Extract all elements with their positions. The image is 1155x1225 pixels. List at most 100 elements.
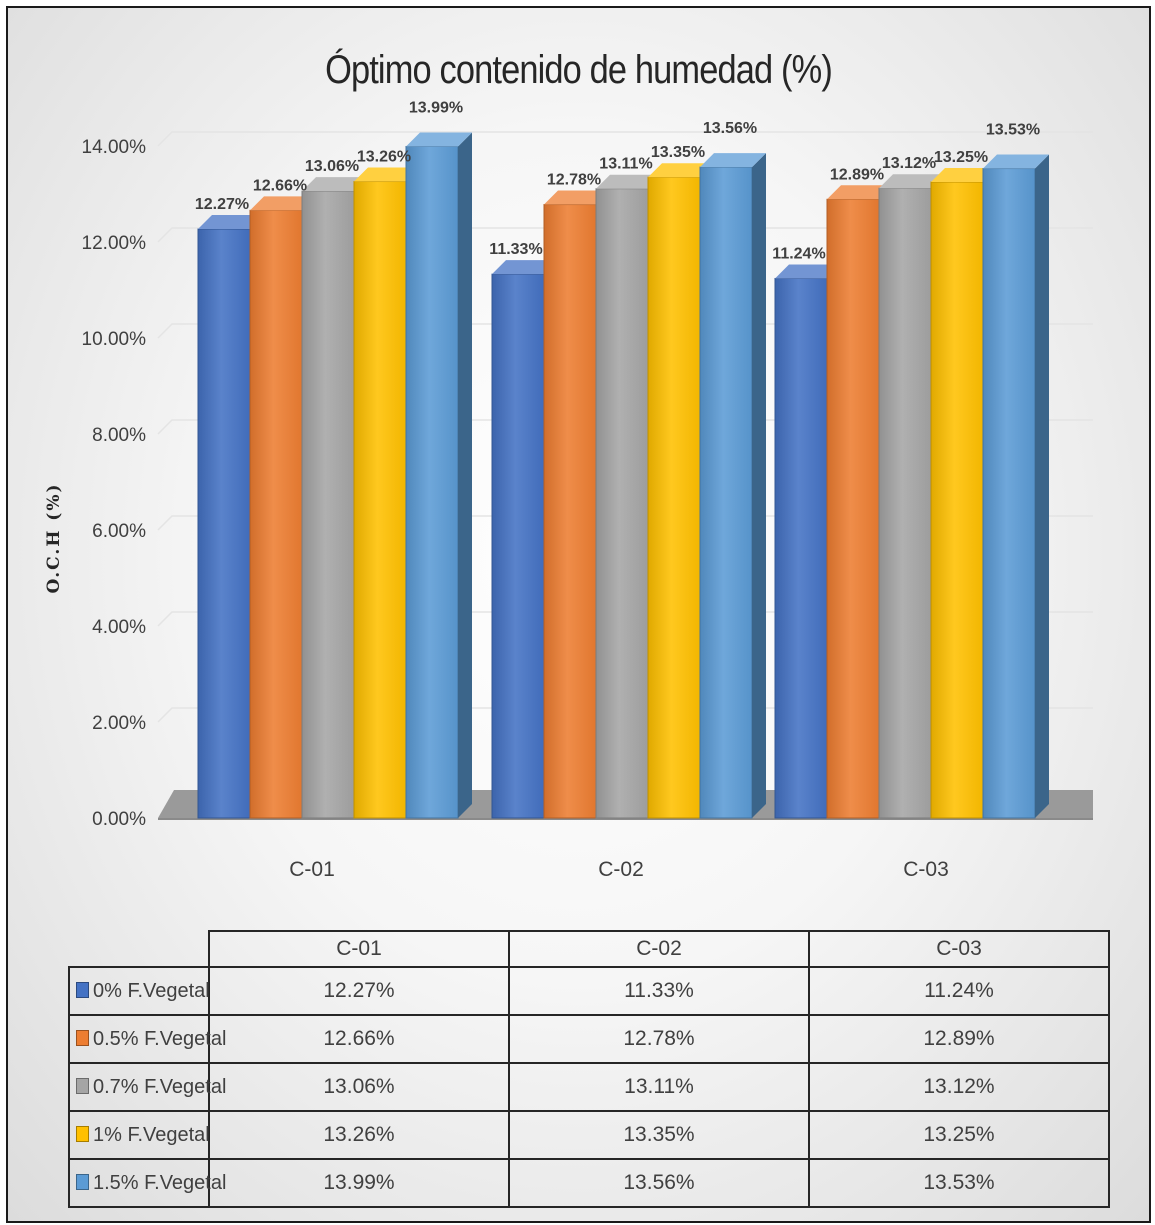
legend-label: 0.5% F.Vegetal	[93, 1027, 227, 1050]
data-table-cell: 13.26%	[208, 1110, 510, 1160]
bar	[982, 154, 1049, 819]
data-table-col-header: C-02	[508, 930, 810, 968]
data-table-cell: 13.35%	[508, 1110, 810, 1160]
bar-front	[930, 181, 984, 819]
data-label: 13.25%	[934, 149, 988, 166]
data-label: 12.89%	[830, 166, 884, 183]
data-table-cell: 13.06%	[208, 1062, 510, 1112]
data-table-cell: 11.33%	[508, 966, 810, 1016]
data-table-cell: 12.66%	[208, 1014, 510, 1064]
legend-label: 0.7% F.Vegetal	[93, 1075, 227, 1098]
chart-frame: Óptimo contenido de humedad (%) O.C.H (%…	[6, 6, 1151, 1223]
bar-top	[775, 264, 841, 279]
data-label: 11.24%	[772, 245, 825, 262]
data-label: 13.53%	[986, 122, 1040, 139]
data-label: 13.99%	[409, 99, 463, 116]
data-table-row: 1% F.Vegetal 13.26% 13.35% 13.25%	[68, 1110, 1110, 1160]
legend-swatch	[76, 1125, 89, 1142]
bars	[197, 132, 1049, 819]
legend-entry: 1% F.Vegetal	[68, 1110, 210, 1160]
bar-front	[301, 190, 355, 819]
x-axis-categories: C-01 C-02 C-03	[289, 858, 949, 881]
data-table-cell: 12.27%	[208, 966, 510, 1016]
data-table-row: 1.5% F.Vegetal 13.99% 13.56% 13.53%	[68, 1158, 1110, 1208]
data-table-cell: 13.12%	[808, 1062, 1110, 1112]
bar	[405, 132, 472, 819]
data-table-cell: 13.25%	[808, 1110, 1110, 1160]
legend-entry: 0% F.Vegetal	[68, 966, 210, 1016]
bar-top	[648, 163, 714, 178]
data-label: 13.35%	[651, 144, 705, 161]
legend-label: 1.5% F.Vegetal	[93, 1171, 227, 1194]
bar-front	[647, 176, 701, 819]
data-table: C-01 C-02 C-03 0% F.Vegetal 12.27% 11.33…	[68, 930, 1110, 1208]
x-category-label: C-03	[903, 858, 949, 881]
data-label: 12.78%	[547, 172, 601, 189]
legend-swatch	[76, 1077, 89, 1094]
legend-label: 1% F.Vegetal	[93, 1123, 210, 1146]
data-table-col-header: C-03	[808, 930, 1110, 968]
bar-front	[878, 187, 932, 819]
bar-top	[302, 177, 368, 192]
legend-swatch	[76, 981, 89, 998]
data-table-row: 0.7% F.Vegetal 13.06% 13.11% 13.12%	[68, 1062, 1110, 1112]
data-table-cell: 13.53%	[808, 1158, 1110, 1208]
bar-top	[931, 168, 997, 182]
data-label: 13.06%	[305, 158, 359, 175]
data-label: 13.12%	[882, 155, 936, 172]
y-tick-label: 12.00%	[82, 233, 147, 254]
data-table-cell: 13.11%	[508, 1062, 810, 1112]
data-table-row: 0% F.Vegetal 12.27% 11.33% 11.24%	[68, 966, 1110, 1016]
bar-top	[250, 196, 316, 211]
bar-front	[774, 277, 828, 819]
x-category-label: C-02	[598, 858, 644, 881]
gridline	[157, 227, 1093, 243]
y-axis-ticks: 0.00% 2.00% 4.00% 6.00% 8.00% 10.00% 12.00% 14.…	[82, 137, 147, 830]
bar-front	[405, 145, 459, 819]
data-label: 11.33%	[489, 241, 542, 258]
data-label: 12.66%	[253, 177, 307, 194]
data-label: 13.56%	[703, 120, 757, 137]
data-table-corner	[69, 931, 210, 968]
bar-top	[544, 190, 610, 205]
bar-side	[1035, 154, 1049, 818]
bar-front	[249, 209, 303, 819]
bar-front	[826, 198, 880, 819]
y-tick-label: 10.00%	[82, 329, 147, 350]
bar-front	[699, 166, 753, 819]
bar-top	[983, 154, 1049, 169]
data-label: 12.27%	[195, 196, 249, 213]
bar-top	[406, 132, 472, 147]
bar-front	[543, 204, 597, 819]
bar-side	[458, 132, 472, 819]
y-tick-label: 2.00%	[92, 713, 146, 734]
data-label: 13.26%	[357, 149, 411, 166]
bar-top	[700, 153, 766, 168]
chart-title: Óptimo contenido de humedad (%)	[325, 48, 833, 92]
data-table-cell: 12.78%	[508, 1014, 810, 1064]
data-table-cell: 13.99%	[208, 1158, 510, 1208]
bar-front	[197, 228, 251, 819]
gridline	[157, 131, 1093, 147]
bar-front	[595, 188, 649, 819]
data-table-row: 0.5% F.Vegetal 12.66% 12.78% 12.89%	[68, 1014, 1110, 1064]
y-tick-label: 0.00%	[92, 809, 146, 830]
data-table-cell: 12.89%	[808, 1014, 1110, 1064]
legend-entry: 0.5% F.Vegetal	[68, 1014, 226, 1064]
gridlines	[157, 131, 1093, 723]
bar-top	[492, 260, 558, 275]
bar-side	[752, 153, 766, 818]
bar-top	[596, 174, 662, 189]
bar	[699, 153, 766, 819]
bar-top	[827, 185, 893, 200]
data-label: 13.11%	[599, 156, 652, 173]
legend-label: 0% F.Vegetal	[93, 979, 210, 1002]
bar-chart: 0.00% 2.00% 4.00% 6.00% 8.00% 10.00% 12.00% 14.…	[82, 99, 1093, 881]
legend-entry: 0.7% F.Vegetal	[68, 1062, 226, 1112]
y-tick-label: 14.00%	[82, 137, 147, 158]
bar-top	[354, 167, 420, 182]
bar-front	[353, 181, 407, 819]
data-table-header-row: C-01 C-02 C-03	[69, 930, 1110, 968]
legend-swatch	[76, 1173, 89, 1190]
legend-entry: 1.5% F.Vegetal	[68, 1158, 226, 1208]
